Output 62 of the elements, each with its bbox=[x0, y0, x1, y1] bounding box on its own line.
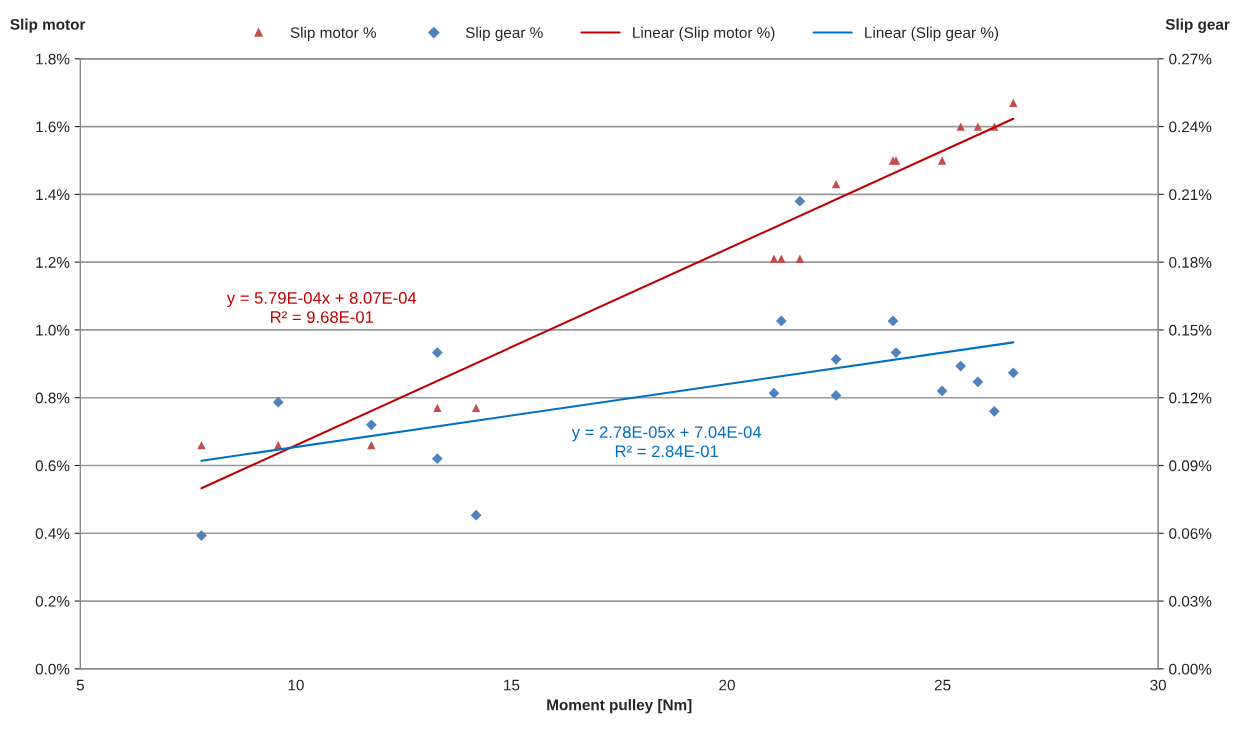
point bbox=[272, 396, 284, 408]
y-tick-label: 1.8% bbox=[36, 53, 70, 65]
point bbox=[775, 315, 787, 327]
y2-tick-label: 0.00% bbox=[1169, 663, 1212, 675]
y-tick-label: 0.0% bbox=[35, 663, 70, 675]
y-tick-label: 0.8% bbox=[35, 392, 70, 404]
point bbox=[795, 254, 805, 263]
point bbox=[433, 403, 442, 413]
y-tick-label: 0.2% bbox=[35, 595, 70, 607]
annotation: y = 5.79E-04x + 8.07E-04 R² = 9.68E-01 bbox=[226, 292, 417, 323]
point bbox=[887, 315, 899, 327]
y2-tick-label: 0.21% bbox=[1169, 189, 1212, 201]
point bbox=[777, 254, 786, 263]
y-tick-label: 1.2% bbox=[36, 257, 70, 268]
legend-label: Slip motor % bbox=[290, 26, 376, 42]
y2-tick-label: 0.09% bbox=[1169, 460, 1212, 472]
point bbox=[937, 156, 947, 165]
point bbox=[988, 405, 1000, 417]
point bbox=[471, 403, 481, 413]
point bbox=[431, 347, 443, 358]
point bbox=[831, 180, 841, 189]
point bbox=[196, 530, 207, 541]
legend-label: Slip gear % bbox=[465, 26, 543, 42]
y-tick-label: 0.4% bbox=[35, 528, 70, 539]
y-tick-label: 0.6% bbox=[35, 460, 70, 472]
y2-tick-label: 0.24% bbox=[1169, 121, 1212, 133]
y2-tick-label: 0.27% bbox=[1169, 53, 1212, 65]
point bbox=[431, 453, 443, 465]
point bbox=[936, 385, 948, 397]
y2-tick-label: 0.15% bbox=[1169, 324, 1212, 336]
y2-tick-label: 0.03% bbox=[1169, 595, 1212, 607]
x-tick-label: 5 bbox=[76, 679, 84, 691]
y2-tick-label: 0.06% bbox=[1169, 528, 1212, 539]
point bbox=[1009, 98, 1018, 108]
point bbox=[365, 419, 377, 431]
point bbox=[1007, 367, 1019, 379]
point bbox=[768, 387, 780, 399]
legend-label: Linear (Slip motor %) bbox=[633, 26, 775, 42]
point bbox=[794, 195, 806, 207]
y-tick-label: 1.0% bbox=[36, 324, 70, 336]
x-tick-label: 20 bbox=[719, 679, 735, 691]
point bbox=[956, 122, 965, 131]
x-tick-label: 30 bbox=[1150, 679, 1167, 691]
annotation: y = 2.78E-05x + 7.04E-04 R² = 2.84E-01 bbox=[571, 426, 762, 458]
point bbox=[830, 353, 842, 365]
point bbox=[367, 441, 376, 450]
x-axis-title: Moment pulley [Nm] bbox=[547, 699, 692, 714]
y-tick-label: 1.4% bbox=[36, 189, 70, 200]
y2-tick-label: 0.12% bbox=[1169, 392, 1212, 404]
x-tick-label: 15 bbox=[504, 679, 520, 691]
point bbox=[197, 441, 206, 450]
x-tick-label: 10 bbox=[288, 679, 304, 691]
y-axis-title: Slip motor bbox=[10, 18, 86, 33]
x-tick-label: 25 bbox=[934, 679, 951, 691]
y-tick-label: 1.6% bbox=[36, 121, 70, 133]
y2-axis-title: Slip gear bbox=[1165, 18, 1230, 33]
y2-tick-label: 0.18% bbox=[1169, 257, 1212, 268]
point bbox=[972, 376, 984, 388]
point bbox=[955, 360, 967, 372]
point bbox=[973, 122, 983, 131]
legend-label: Linear (Slip gear %) bbox=[865, 26, 999, 42]
point bbox=[470, 509, 482, 521]
